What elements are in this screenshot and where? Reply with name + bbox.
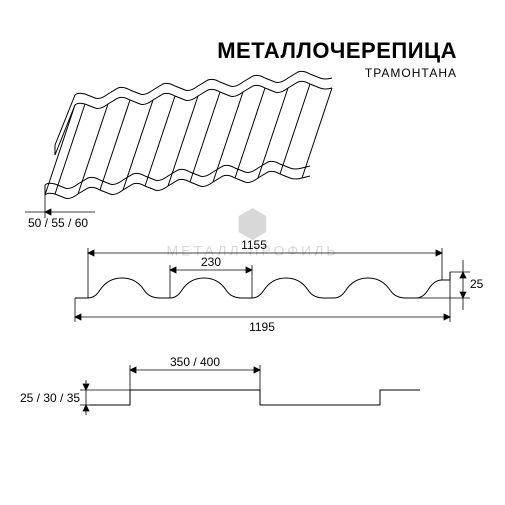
dim-step-length: 350 / 400 [170, 355, 220, 369]
step-profile [90, 390, 420, 405]
dim-wave-height: 25 [470, 277, 484, 291]
technical-drawing: 50 / 55 / 60 1155 230 25 1195 [0, 0, 505, 505]
dim-wave-pitch: 230 [201, 255, 221, 269]
dim-profile-height: 25 / 30 / 35 [20, 391, 80, 405]
iso-view [45, 71, 332, 198]
dim-useful-width: 1155 [241, 238, 267, 252]
cross-section [75, 272, 450, 298]
dim-step-height-label: 50 / 55 / 60 [28, 216, 88, 230]
dim-full-width: 1195 [249, 320, 275, 334]
dim-step-height [25, 195, 95, 218]
